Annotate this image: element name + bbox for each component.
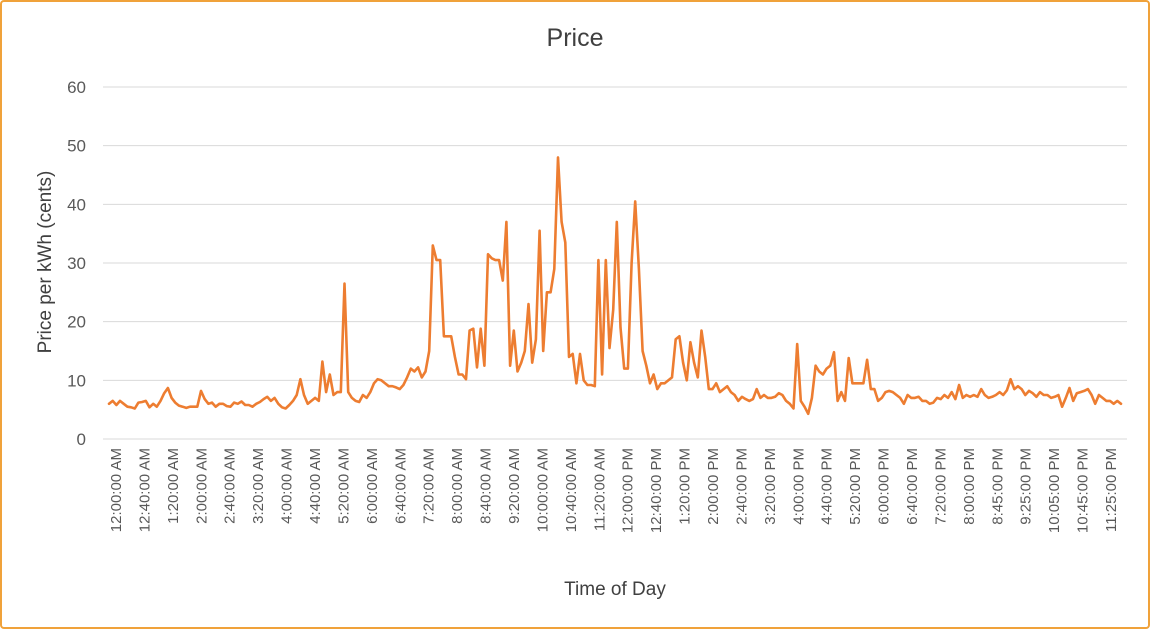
x-tick-label: 2:00:00 AM	[193, 448, 210, 524]
y-tick-label: 0	[77, 430, 86, 449]
price-series-line	[107, 156, 1123, 416]
x-tick-label: 8:00:00 AM	[449, 448, 466, 524]
series	[107, 156, 1123, 416]
x-tick-label: 12:00:00 AM	[108, 448, 125, 532]
x-tick-label: 1:20:00 PM	[677, 448, 694, 525]
x-tick-label: 6:40:00 PM	[904, 448, 921, 525]
y-tick-label: 40	[67, 195, 86, 214]
x-tick-label: 12:40:00 AM	[136, 448, 153, 532]
x-tick-label: 11:20:00 AM	[591, 448, 608, 531]
y-axis-title: Price per kWh (cents)	[35, 171, 56, 354]
x-tick-label: 8:00:00 PM	[961, 448, 978, 525]
x-axis-title: Time of Day	[564, 579, 666, 600]
x-tick-label: 12:40:00 PM	[648, 448, 665, 533]
x-tick-label: 6:00:00 PM	[876, 448, 893, 525]
x-axis-ticks: 12:00:00 AM 12:40:00 AM 1:20:00 AM 2:00:00 …	[108, 448, 1120, 533]
x-tick-label: 1:20:00 AM	[165, 448, 182, 524]
x-tick-label: 10:40:00 AM	[563, 448, 580, 532]
x-tick-label: 10:45:00 PM	[1075, 448, 1092, 533]
x-tick-label: 9:20:00 AM	[506, 448, 523, 524]
y-tick-label: 60	[67, 78, 86, 97]
x-tick-label: 2:40:00 AM	[222, 448, 239, 524]
chart-title: Price	[547, 24, 604, 52]
x-tick-label: 7:20:00 AM	[421, 448, 438, 524]
x-tick-label: 3:20:00 AM	[250, 448, 267, 524]
gridlines	[103, 86, 1127, 440]
x-tick-label: 5:20:00 PM	[847, 448, 864, 525]
x-tick-label: 6:00:00 AM	[364, 448, 381, 524]
x-tick-label: 3:20:00 PM	[762, 448, 779, 525]
y-tick-label: 30	[67, 254, 86, 273]
y-tick-label: 50	[67, 137, 86, 156]
x-tick-label: 11:25:00 PM	[1103, 448, 1120, 532]
x-tick-label: 2:40:00 PM	[733, 448, 750, 525]
y-tick-label: 10	[67, 371, 86, 390]
x-tick-label: 4:40:00 PM	[819, 448, 836, 525]
x-tick-label: 5:20:00 AM	[335, 448, 352, 524]
y-axis-ticks: 0 10 20 30 40 50 60	[67, 78, 86, 449]
x-tick-label: 4:00:00 PM	[790, 448, 807, 525]
x-tick-label: 8:40:00 AM	[478, 448, 495, 524]
x-tick-label: 6:40:00 AM	[392, 448, 409, 524]
x-tick-label: 9:25:00 PM	[1018, 448, 1035, 525]
x-tick-label: 4:00:00 AM	[279, 448, 296, 524]
y-tick-label: 20	[67, 313, 86, 332]
x-tick-label: 12:00:00 PM	[620, 448, 637, 533]
x-tick-label: 2:00:00 PM	[705, 448, 722, 525]
x-tick-label: 8:45:00 PM	[989, 448, 1006, 525]
x-tick-label: 10:05:00 PM	[1046, 448, 1063, 533]
x-tick-label: 7:20:00 PM	[932, 448, 949, 525]
x-tick-label: 4:40:00 AM	[307, 448, 324, 524]
x-tick-label: 10:00:00 AM	[534, 448, 551, 532]
